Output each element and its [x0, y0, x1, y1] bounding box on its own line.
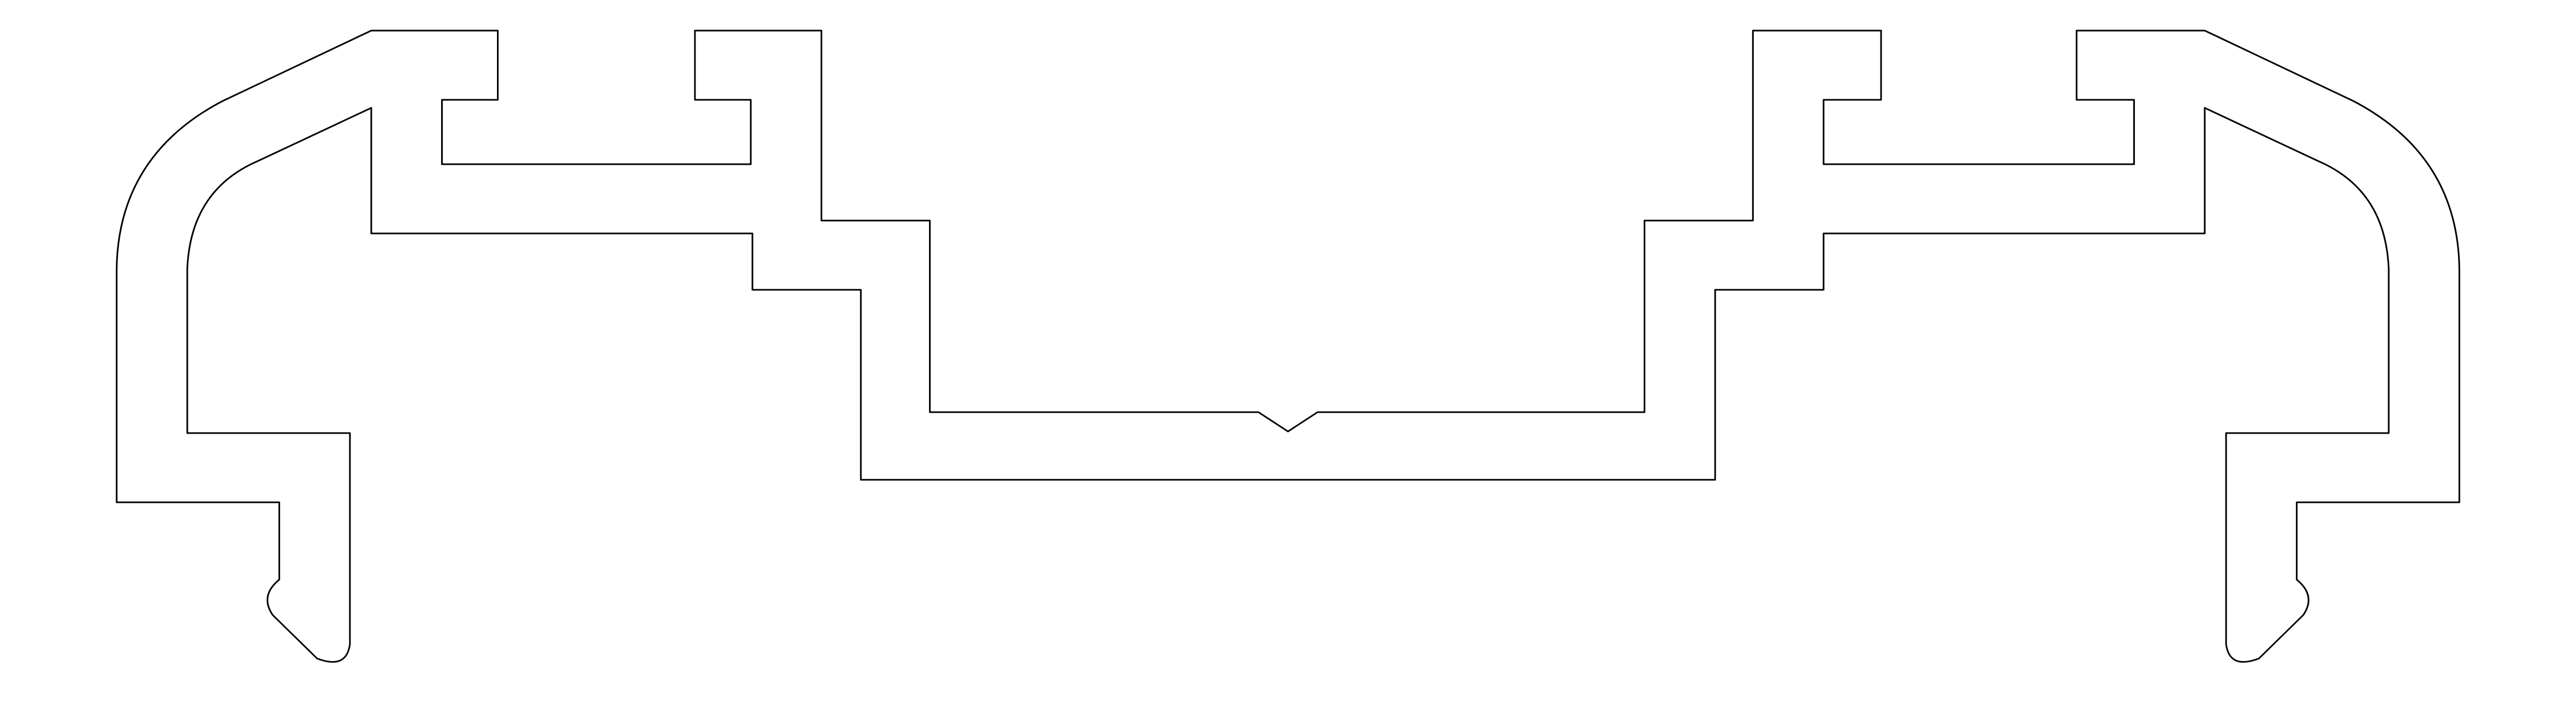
left-outer-wall-outline	[115, 30, 2461, 663]
